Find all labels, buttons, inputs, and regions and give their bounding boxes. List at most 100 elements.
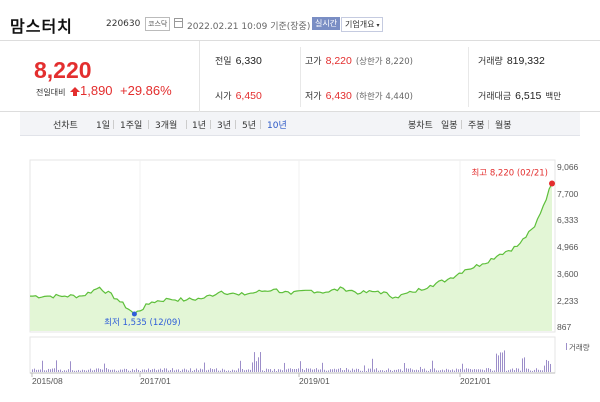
volume-bar: [172, 368, 173, 372]
volume-bar: [194, 369, 195, 372]
volume-bar: [236, 370, 237, 372]
volume-bar: [206, 370, 207, 372]
volume-bar: [228, 370, 229, 372]
volume-bar: [122, 369, 123, 372]
volume-bar: [96, 368, 97, 372]
volume-bar: [442, 369, 443, 372]
volume-bar: [436, 370, 437, 372]
volume-bar: [208, 369, 209, 372]
volume-bar: [316, 368, 317, 372]
volume-bar: [332, 369, 333, 372]
volume-bar: [70, 361, 71, 372]
volume-bar: [490, 368, 491, 372]
x-tick: 2015/08: [32, 376, 63, 386]
volume-bar: [454, 370, 455, 372]
period-3m-button[interactable]: 3개월: [155, 121, 178, 131]
period-1w-button[interactable]: 1주일: [120, 121, 143, 131]
period-1d-button[interactable]: 1일: [96, 121, 111, 131]
volume-bar: [170, 370, 171, 372]
volume-bar: [78, 369, 79, 372]
volume-bar: [202, 369, 203, 372]
volume-bar: [66, 370, 67, 372]
volume-bar: [528, 368, 529, 372]
separator: [186, 120, 187, 129]
stat-low-label: 저가: [305, 92, 322, 102]
volume-bar: [282, 370, 283, 372]
volume-bar: [458, 369, 459, 372]
volume-bar: [514, 370, 515, 372]
volume-bar: [62, 370, 63, 372]
separator: [148, 120, 149, 129]
volume-bar: [426, 370, 427, 372]
line-chart-label: 선차트: [53, 121, 78, 131]
volume-bar: [518, 368, 519, 372]
separator: [260, 120, 261, 129]
volume-bar: [292, 369, 293, 372]
volume-bar: [132, 369, 133, 372]
volume-bar: [242, 368, 243, 372]
x-tick: 2019/01: [299, 376, 330, 386]
volume-bar: [160, 368, 161, 372]
company-info-button[interactable]: 기업개요 ▾: [341, 17, 384, 32]
volume-bar: [396, 369, 397, 372]
period-5y-button[interactable]: 5년: [242, 121, 257, 131]
volume-bar: [232, 369, 233, 372]
volume-bar: [320, 369, 321, 372]
volume-bar: [318, 369, 319, 372]
volume-bar: [154, 368, 155, 372]
volume-bar: [130, 370, 131, 372]
volume-bar: [86, 370, 87, 372]
volume-bar: [156, 370, 157, 372]
company-info-label: 기업개요: [345, 20, 375, 29]
volume-bar: [378, 370, 379, 372]
volume-bar: [496, 353, 497, 372]
volume-bar: [252, 362, 253, 372]
volume-bar: [298, 368, 299, 372]
volume-bar: [138, 369, 139, 372]
candle-daily-button[interactable]: 일봉: [441, 121, 458, 131]
volume-bar: [534, 369, 535, 372]
volume-bar: [162, 369, 163, 372]
volume-bar: [374, 369, 375, 372]
realtime-badge: 실시간: [312, 17, 341, 30]
volume-bar: [276, 370, 277, 372]
volume-bar: [326, 370, 327, 372]
stat-open-value: 6,450: [235, 90, 262, 102]
volume-bar: [348, 369, 349, 372]
volume-bar: [274, 368, 275, 372]
candle-monthly-button[interactable]: 월봉: [495, 121, 512, 131]
volume-bar: [322, 362, 323, 372]
volume-bar: [268, 369, 269, 372]
volume-bar: [380, 370, 381, 372]
y-tick: 4,966: [557, 242, 579, 252]
volume-bar: [386, 370, 387, 372]
volume-bar: [394, 369, 395, 372]
stat-high: 고가 8,220 (상한가 8,220): [305, 54, 413, 67]
price-line: [30, 183, 553, 315]
volume-bar: [220, 370, 221, 372]
volume-bar: [64, 370, 65, 372]
volume-bar: [210, 368, 211, 372]
candle-weekly-button[interactable]: 주봉: [468, 121, 485, 131]
volume-bar: [46, 370, 47, 372]
volume-bar: [150, 370, 151, 372]
volume-bar: [428, 370, 429, 372]
column-divider: [468, 47, 469, 107]
period-1y-button[interactable]: 1년: [192, 121, 207, 131]
stat-amount: 거래대금 6,515 백만: [478, 89, 561, 102]
volume-bar: [430, 369, 431, 372]
separator: [488, 120, 489, 129]
volume-bar: [520, 370, 521, 372]
volume-bar: [238, 368, 239, 372]
volume-bar: [270, 369, 271, 372]
volume-bar: [128, 370, 129, 372]
period-3y-button[interactable]: 3년: [217, 121, 232, 131]
volume-bar: [74, 370, 75, 372]
volume-bar: [50, 369, 51, 372]
volume-bar: [258, 357, 259, 372]
stat-high-sub: (상한가 8,220): [355, 57, 413, 67]
volume-bar: [176, 369, 177, 372]
volume-bar: [124, 368, 125, 372]
period-10y-button[interactable]: 10년: [267, 121, 287, 131]
